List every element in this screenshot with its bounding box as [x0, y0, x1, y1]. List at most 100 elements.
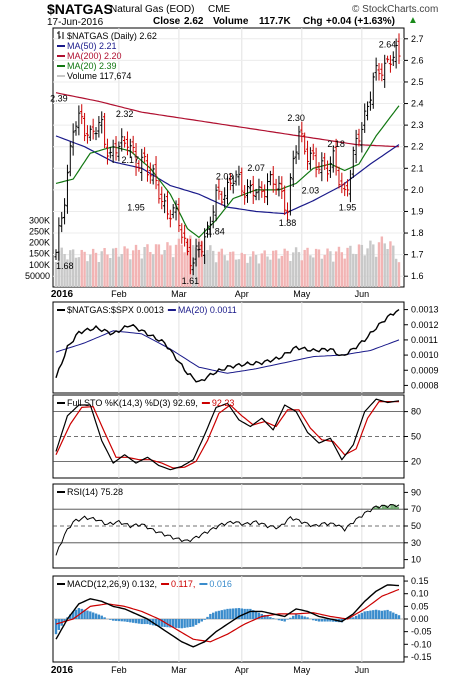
- price-tick-label: 2.5: [411, 77, 424, 87]
- volume-bar: [149, 251, 152, 287]
- rsi-tick-label: 90: [411, 487, 421, 497]
- volume-bar: [140, 258, 143, 287]
- price-bar: [303, 132, 307, 155]
- volume-tick-label: 150K: [29, 249, 50, 259]
- macd-histogram-bar: [363, 611, 366, 619]
- macd-histogram-bar: [209, 613, 212, 619]
- volume-bar: [220, 248, 223, 287]
- macd-histogram-bar: [254, 611, 258, 619]
- volume-bar: [323, 254, 326, 287]
- price-bar: [157, 179, 161, 204]
- volume-bar: [294, 247, 298, 287]
- volume-bar: [343, 258, 346, 287]
- x-axis-label: May: [293, 289, 311, 299]
- price-bar: [334, 138, 338, 176]
- price-bar: [391, 51, 395, 67]
- price-bar: [291, 150, 295, 187]
- price-bar: [294, 145, 298, 165]
- price-bar: [65, 164, 70, 214]
- volume-bar: [83, 251, 86, 287]
- volume-bar: [120, 254, 123, 287]
- macd-histogram-bar: [237, 608, 241, 619]
- volume-bar: [217, 251, 221, 287]
- macd-histogram-bar: [263, 614, 266, 619]
- volume-bar: [194, 247, 198, 287]
- price-bar: [102, 112, 107, 149]
- volume-bar: [71, 249, 75, 287]
- price-bar: [80, 104, 84, 125]
- macd-histogram-bar: [123, 619, 126, 622]
- volume-bar: [314, 248, 318, 287]
- price-bar: [177, 197, 181, 233]
- macd-histogram-bar: [286, 619, 289, 620]
- price-bar: [214, 184, 218, 222]
- price-bar: [154, 156, 158, 190]
- price-bar: [117, 141, 121, 162]
- volume-bar: [214, 262, 218, 287]
- volume-bar: [334, 251, 338, 287]
- volume-bar: [229, 251, 232, 287]
- volume-bar: [360, 244, 364, 287]
- chg-label: Chg: [303, 16, 323, 27]
- price-bar: [368, 91, 373, 111]
- price-bar: [77, 105, 81, 136]
- ratio-panel: [52, 301, 405, 394]
- ratio-tick-label: 0.0009: [411, 365, 439, 375]
- price-tick-label: 1.9: [411, 206, 424, 216]
- price-tick-label: 2.3: [411, 120, 424, 130]
- volume-bar: [317, 249, 321, 287]
- macd-histogram-bar: [217, 610, 221, 619]
- macd-histogram-bar: [332, 619, 335, 622]
- volume-bar: [74, 257, 78, 287]
- price-bar: [74, 121, 78, 136]
- macd-histogram-bar: [297, 614, 301, 619]
- volume-bar: [143, 247, 146, 287]
- volume-bar: [380, 236, 384, 287]
- price-bar: [245, 179, 250, 203]
- price-bar: [128, 138, 132, 158]
- rsi-tick-label: 30: [411, 538, 421, 548]
- macd-tick-label: -0.10: [411, 639, 432, 649]
- legend-label: Full STO %K(14,3) %D(3) 92.69,: [67, 398, 198, 408]
- ratio-tick-label: 0.0011: [411, 335, 438, 345]
- macd-histogram-bar: [143, 619, 146, 625]
- ratio-line: [55, 309, 400, 383]
- price-bar: [271, 166, 275, 193]
- price-bar: [308, 147, 312, 170]
- macd-histogram-bar: [317, 619, 321, 622]
- header-date: 17-Jun-2016: [47, 17, 104, 28]
- price-bar: [323, 152, 327, 171]
- price-bar: [131, 135, 135, 154]
- volume-tick-label: 100K: [29, 260, 50, 270]
- price-bar: [82, 112, 87, 142]
- macd-histogram-bar: [177, 619, 181, 629]
- volume-bar: [200, 241, 203, 287]
- volume-bar: [77, 257, 81, 287]
- macd-histogram-bar: [206, 616, 209, 619]
- ratio-tick-label: 0.0013: [411, 305, 439, 315]
- price-bar: [62, 198, 67, 225]
- bottom-x-axis-label: Apr: [235, 665, 249, 675]
- price-bar: [85, 125, 90, 144]
- rsi-overbought-fill: [373, 507, 377, 510]
- volume-bar: [114, 247, 118, 287]
- price-bar: [363, 103, 367, 133]
- price-annotation: 2.18: [327, 139, 345, 149]
- macd-histogram-bar: [97, 614, 101, 619]
- macd-histogram-bar: [126, 619, 129, 622]
- price-bar: [383, 54, 387, 88]
- macd-histogram-bar: [234, 608, 238, 619]
- x-axis-label: Jun: [355, 289, 370, 299]
- macd-histogram-bar: [294, 613, 298, 619]
- volume-bar: [160, 254, 163, 287]
- rsi-tick-label: 70: [411, 504, 421, 514]
- volume-bar: [57, 251, 61, 287]
- volume-bar: [269, 259, 272, 287]
- volume-bar: [163, 250, 166, 287]
- rsi-overbought-fill: [393, 504, 397, 510]
- price-bar: [185, 238, 190, 256]
- price-bar: [371, 72, 375, 109]
- macd-histogram-bar: [86, 610, 89, 619]
- price-bar: [283, 185, 287, 216]
- legend-label: 92.23: [212, 398, 235, 408]
